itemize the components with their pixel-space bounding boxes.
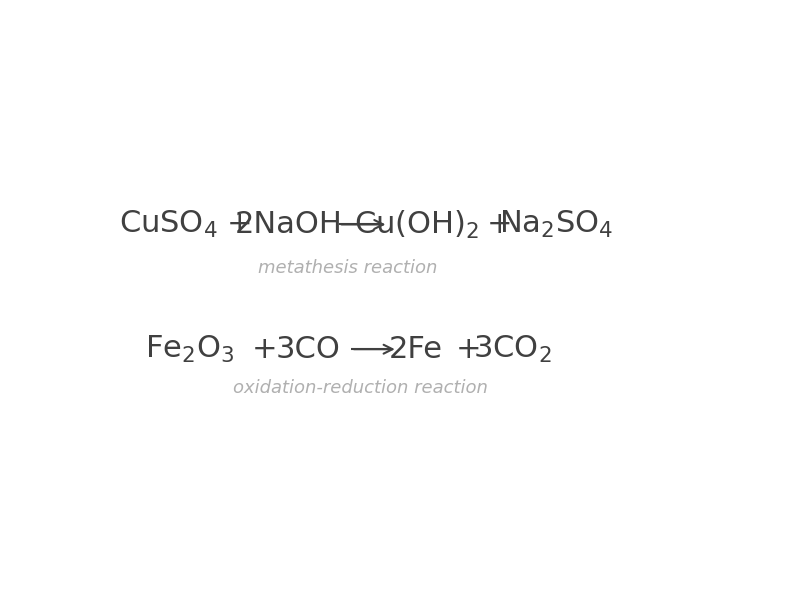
Text: 2Fe: 2Fe <box>389 335 443 364</box>
Text: Cu(OH)$_2$: Cu(OH)$_2$ <box>354 208 478 241</box>
Text: +: + <box>456 335 482 364</box>
Text: CuSO$_4$: CuSO$_4$ <box>119 209 218 240</box>
Text: Fe$_2$O$_3$: Fe$_2$O$_3$ <box>146 334 234 365</box>
Text: metathesis reaction: metathesis reaction <box>258 259 438 277</box>
Text: +: + <box>226 210 252 239</box>
Text: +: + <box>487 210 513 239</box>
Text: +: + <box>251 335 277 364</box>
Text: 2NaOH: 2NaOH <box>235 210 343 239</box>
Text: Na$_2$SO$_4$: Na$_2$SO$_4$ <box>498 209 613 240</box>
Text: oxidation-reduction reaction: oxidation-reduction reaction <box>233 379 488 397</box>
Text: 3CO: 3CO <box>275 335 340 364</box>
Text: 3CO$_2$: 3CO$_2$ <box>473 334 551 365</box>
